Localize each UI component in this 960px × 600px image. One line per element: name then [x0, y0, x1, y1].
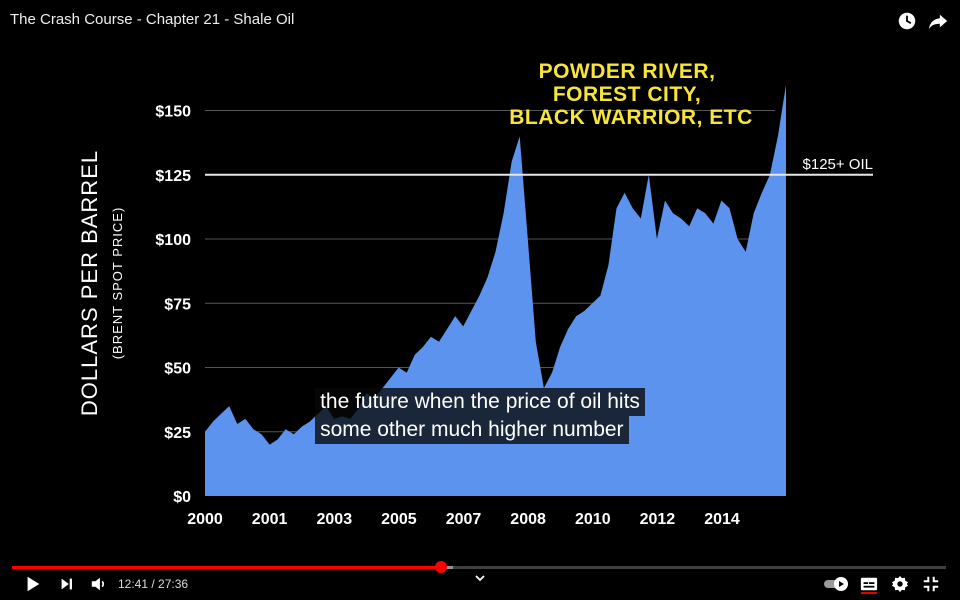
y-tick-label: $0 [173, 489, 191, 506]
volume-icon[interactable] [90, 574, 108, 594]
x-tick-label: 2007 [446, 511, 482, 528]
annotation-line-2: FOREST CITY, [553, 83, 701, 106]
y-tick-label: $125 [155, 168, 191, 185]
exit-fullscreen-icon[interactable] [922, 574, 940, 594]
y-axis-ticks: $0 $25 $50 $75 $100 $125 $150 [155, 104, 191, 506]
annotation-line-3: BLACK WARRIOR, ETC [509, 106, 753, 129]
subtitles-icon[interactable] [860, 574, 878, 594]
caption-line-1: the future when the price of oil hits [315, 388, 645, 416]
autoplay-toggle-icon[interactable] [823, 575, 851, 593]
y-axis-label: DOLLARS PER BARREL [77, 150, 102, 416]
x-tick-label: 2001 [252, 511, 288, 528]
reference-line-label: $125+ OIL [803, 156, 873, 173]
y-tick-label: $25 [164, 425, 191, 442]
x-tick-label: 2010 [575, 511, 611, 528]
chevron-down-icon[interactable] [473, 573, 487, 583]
clock-icon[interactable] [896, 10, 918, 32]
y-tick-label: $150 [155, 104, 191, 121]
time-display: 12:41 / 27:36 [118, 577, 188, 591]
y-axis-label-group: DOLLARS PER BARREL (BRENT SPOT PRICE) [77, 150, 125, 416]
progress-played [12, 566, 441, 569]
time-current: 12:41 [118, 577, 149, 591]
player-controls: 12:41 / 27:36 [0, 556, 960, 600]
video-frame-chart: $125+ OIL $0$25$50$75$100$125$150 2000 20… [77, 60, 873, 528]
video-title[interactable]: The Crash Course - Chapter 21 - Shale Oi… [10, 11, 295, 28]
reference-line: $125+ OIL [205, 156, 873, 176]
x-tick-label: 2005 [381, 511, 417, 528]
caption-window: the future when the price of oil hits so… [0, 388, 960, 444]
progress-bar[interactable] [12, 561, 946, 573]
y-tick-label: $100 [155, 232, 191, 249]
share-arrow-icon[interactable] [927, 10, 949, 32]
y-axis-sublabel: (BRENT SPOT PRICE) [110, 207, 125, 360]
y-tick-label: $50 [164, 361, 191, 378]
annotation: POWDER RIVER, FOREST CITY, BLACK WARRIOR… [509, 60, 753, 129]
x-tick-label: 2014 [704, 511, 740, 528]
annotation-line-1: POWDER RIVER, [539, 60, 716, 83]
x-axis-ticks: 2000 2001 2003 2005 2007 2008 2010 2012 2014 [187, 511, 740, 528]
play-icon[interactable] [24, 574, 42, 594]
progress-scrubber[interactable] [434, 561, 447, 573]
x-tick-label: 2012 [640, 511, 676, 528]
skip-next-icon[interactable] [58, 574, 76, 594]
y-tick-label: $75 [164, 296, 191, 313]
x-tick-label: 2008 [510, 511, 546, 528]
caption-line-2: some other much higher number [315, 416, 629, 444]
x-tick-label: 2000 [187, 511, 223, 528]
progress-buffered [440, 566, 453, 569]
gear-icon[interactable] [891, 574, 909, 594]
x-tick-label: 2003 [317, 511, 353, 528]
time-separator: / [148, 577, 159, 591]
time-total: 27:36 [158, 577, 189, 591]
